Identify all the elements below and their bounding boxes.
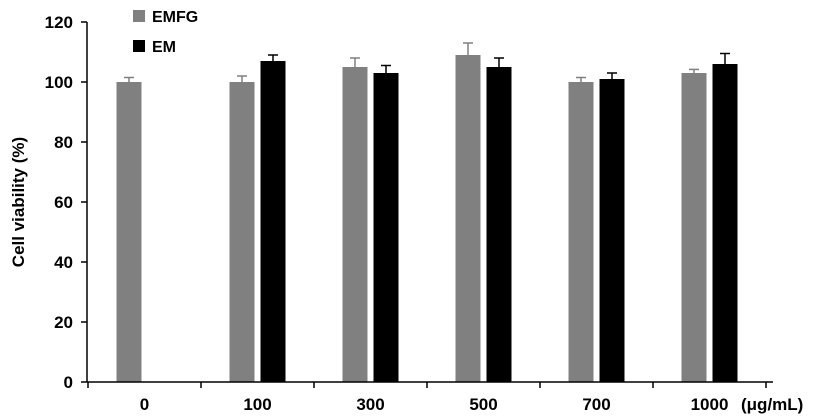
bar-emfg [681,73,707,382]
x-axis-unit-label: (μg/mL) [741,395,803,414]
y-tick-label: 100 [45,73,73,92]
error-bars-layer [124,42,730,82]
y-tick-label: 60 [54,193,73,212]
legend-swatch [133,40,145,52]
x-tick-label: 700 [582,395,610,414]
bar-emfg [455,55,481,382]
legend: EMFG EM [133,9,198,56]
x-ticks: 0 100 300 500 700 1000 [87,382,767,414]
bar-emfg [229,82,255,382]
y-tick-label: 20 [54,313,73,332]
bar-em [373,73,399,382]
bar-em [712,64,738,382]
bar-em [599,79,625,382]
legend-label: EM [152,39,176,56]
y-tick-label: 80 [54,133,73,152]
x-tick-label: 500 [469,395,497,414]
bar-emfg [342,67,368,382]
y-tick-label: 0 [64,373,73,392]
x-tick-label: 300 [356,395,384,414]
bar-emfg [116,82,142,382]
y-tick-label: 40 [54,253,73,272]
x-tick-label: 1000 [691,395,729,414]
legend-swatch [133,10,145,22]
bar-emfg [568,82,594,382]
y-ticks: 0 20 40 60 80 100 120 [45,13,87,392]
bars-layer [116,55,738,382]
y-axis-title: Cell viability (%) [9,137,28,267]
bar-em [486,67,512,382]
x-tick-label: 100 [243,395,271,414]
bar-em [260,61,286,382]
legend-label: EMFG [152,9,198,26]
x-tick-label: 0 [140,395,149,414]
y-tick-label: 120 [45,13,73,32]
